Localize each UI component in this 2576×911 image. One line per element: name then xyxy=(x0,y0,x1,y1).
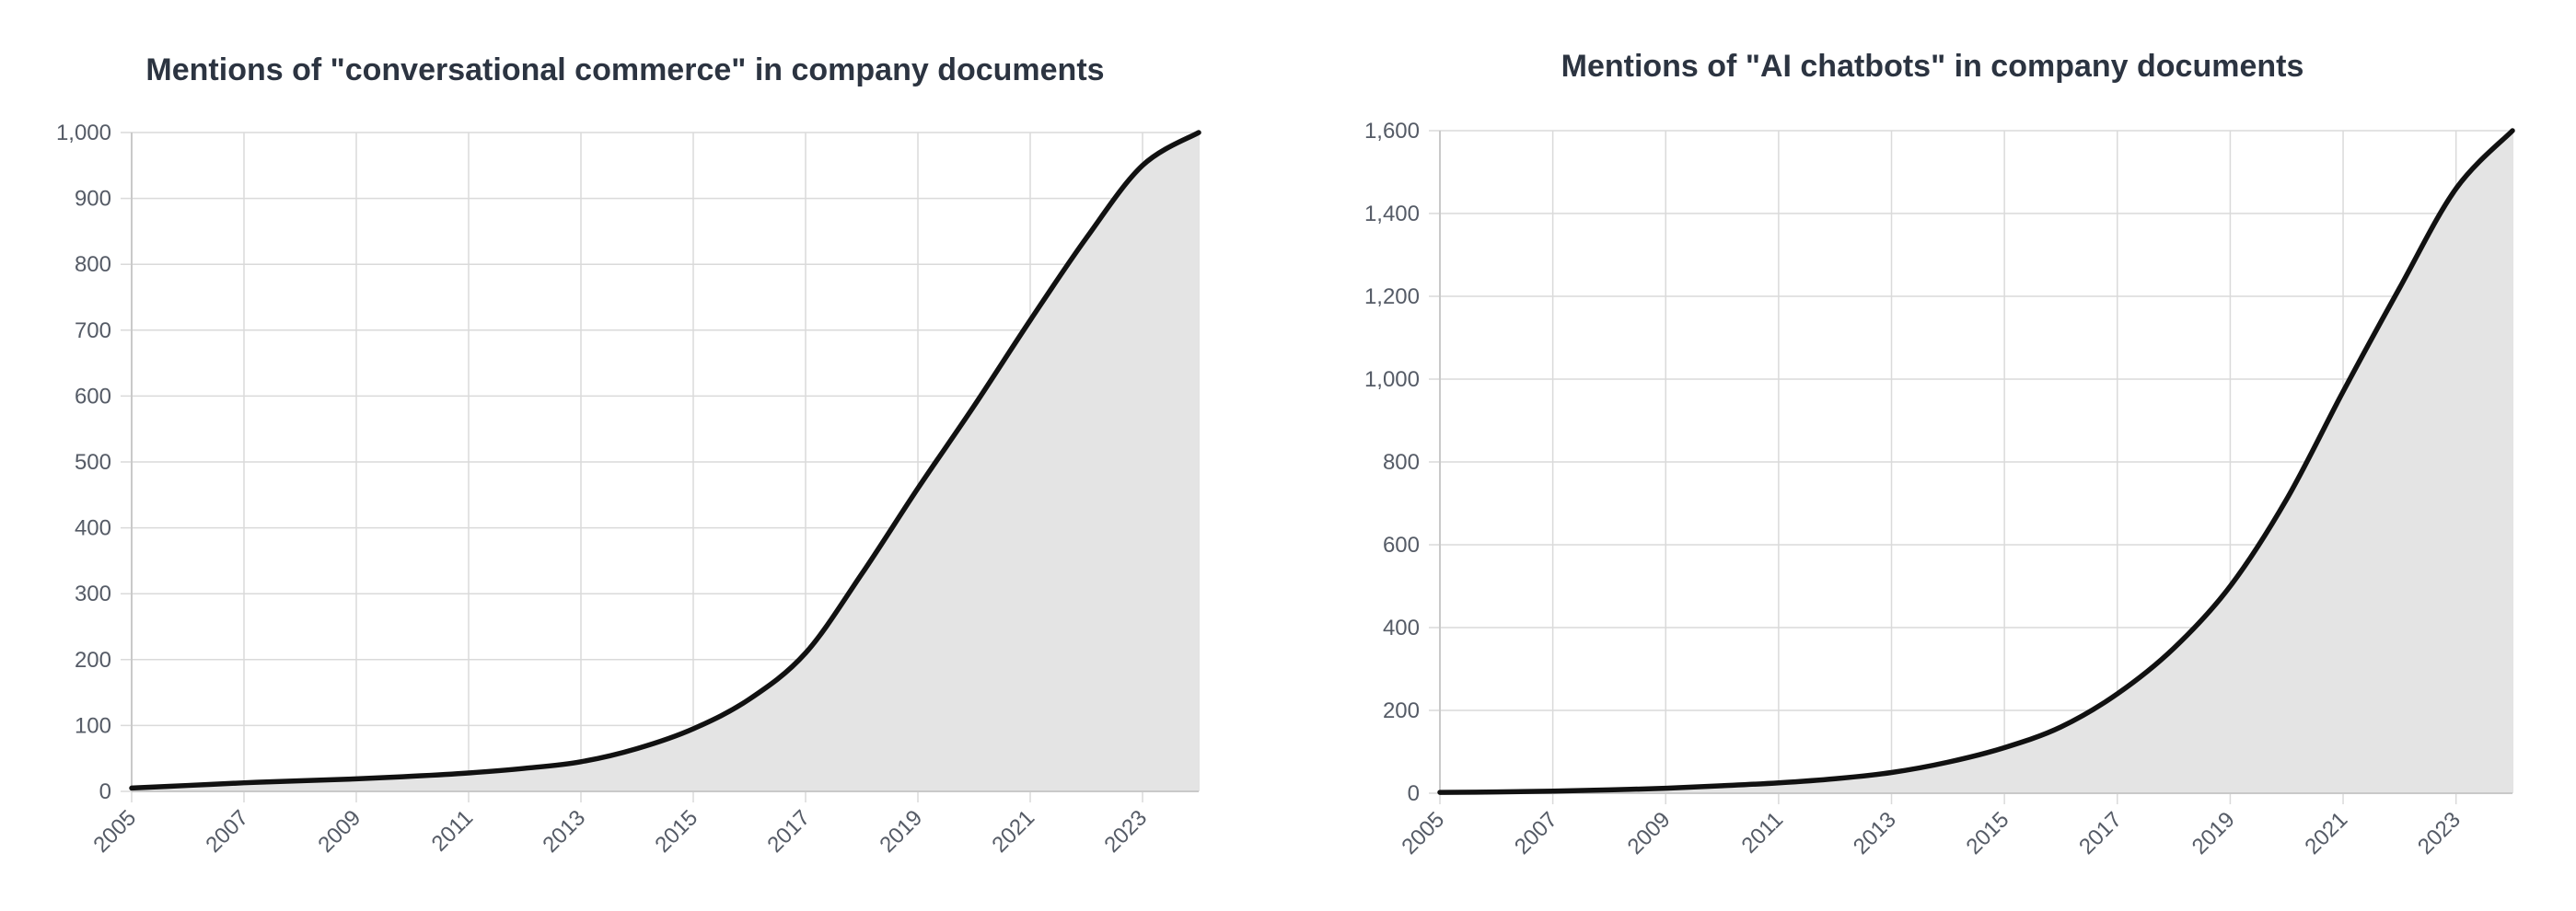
y-tick-label: 1,400 xyxy=(1364,202,1420,226)
x-tick-label: 2021 xyxy=(987,805,1039,858)
y-tick-label: 0 xyxy=(1408,781,1420,806)
axes xyxy=(131,133,1199,792)
y-tick-label: 1,600 xyxy=(1364,119,1420,144)
series-line xyxy=(129,130,1201,791)
x-tick-label: 2007 xyxy=(201,805,253,858)
y-tick-label: 1,000 xyxy=(56,121,111,145)
x-tick-label: 2013 xyxy=(1849,807,1901,859)
y-tick-label: 400 xyxy=(75,516,111,541)
chart-title: Mentions of "conversational commerce" in… xyxy=(145,52,1104,87)
x-tick-labels: 2005 2007 2009 2011 2013 2015 2017 2019 2021 2023 xyxy=(88,805,1152,858)
x-tick-label: 2017 xyxy=(762,805,815,858)
x-tick-label: 2013 xyxy=(538,805,590,858)
y-tick-label: 800 xyxy=(1383,450,1420,475)
y-tick-label: 200 xyxy=(1383,698,1420,723)
axes xyxy=(1439,131,2512,794)
y-tick-labels: 0 200 400 600 800 1,000 1,200 1,400 1,600 xyxy=(1364,119,1420,806)
y-tick-label: 500 xyxy=(75,450,111,475)
y-tick-label: 400 xyxy=(1383,616,1420,640)
chart-title: Mentions of "AI chatbots" in company doc… xyxy=(1561,49,2304,84)
y-tick-label: 300 xyxy=(75,582,111,606)
x-tick-label: 2015 xyxy=(1962,807,2014,859)
x-tick-label: 2011 xyxy=(1737,807,1789,859)
series-area xyxy=(1440,131,2512,793)
x-tick-label: 2009 xyxy=(1623,807,1676,859)
x-tick-label: 2023 xyxy=(1099,805,1152,858)
x-tick-label: 2017 xyxy=(2074,807,2127,859)
x-tick-label: 2019 xyxy=(2187,807,2240,859)
series-line xyxy=(1437,128,2515,795)
y-tick-label: 1,200 xyxy=(1364,284,1420,309)
y-tick-label: 700 xyxy=(75,318,111,343)
ai-chatbots-chart: Mentions of "AI chatbots" in company doc… xyxy=(1364,49,2515,859)
x-tick-label: 2007 xyxy=(1510,807,1562,859)
x-tick-label: 2005 xyxy=(1397,807,1449,859)
x-tick-label: 2019 xyxy=(875,805,927,858)
conversational-commerce-chart: Mentions of "conversational commerce" in… xyxy=(56,52,1201,858)
x-tick-label: 2021 xyxy=(2300,807,2352,859)
series-area xyxy=(132,133,1199,791)
y-tick-label: 1,000 xyxy=(1364,367,1420,392)
y-tick-labels: 0 100 200 300 400 500 600 700 800 900 1,000 xyxy=(56,121,111,804)
x-tick-label: 2009 xyxy=(313,805,366,858)
x-tick-label: 2023 xyxy=(2413,807,2466,859)
x-tick-label: 2005 xyxy=(88,805,141,858)
x-tick-labels: 2005 2007 2009 2011 2013 2015 2017 2019 2021 2023 xyxy=(1397,807,2466,859)
y-tick-label: 900 xyxy=(75,187,111,212)
y-tick-label: 800 xyxy=(75,252,111,277)
x-tick-label: 2015 xyxy=(650,805,702,858)
y-tick-label: 0 xyxy=(99,779,111,804)
y-tick-label: 600 xyxy=(1383,533,1420,558)
y-tick-label: 600 xyxy=(75,384,111,409)
y-tick-label: 200 xyxy=(75,648,111,673)
y-tick-label: 100 xyxy=(75,713,111,738)
x-tick-label: 2011 xyxy=(427,805,479,857)
